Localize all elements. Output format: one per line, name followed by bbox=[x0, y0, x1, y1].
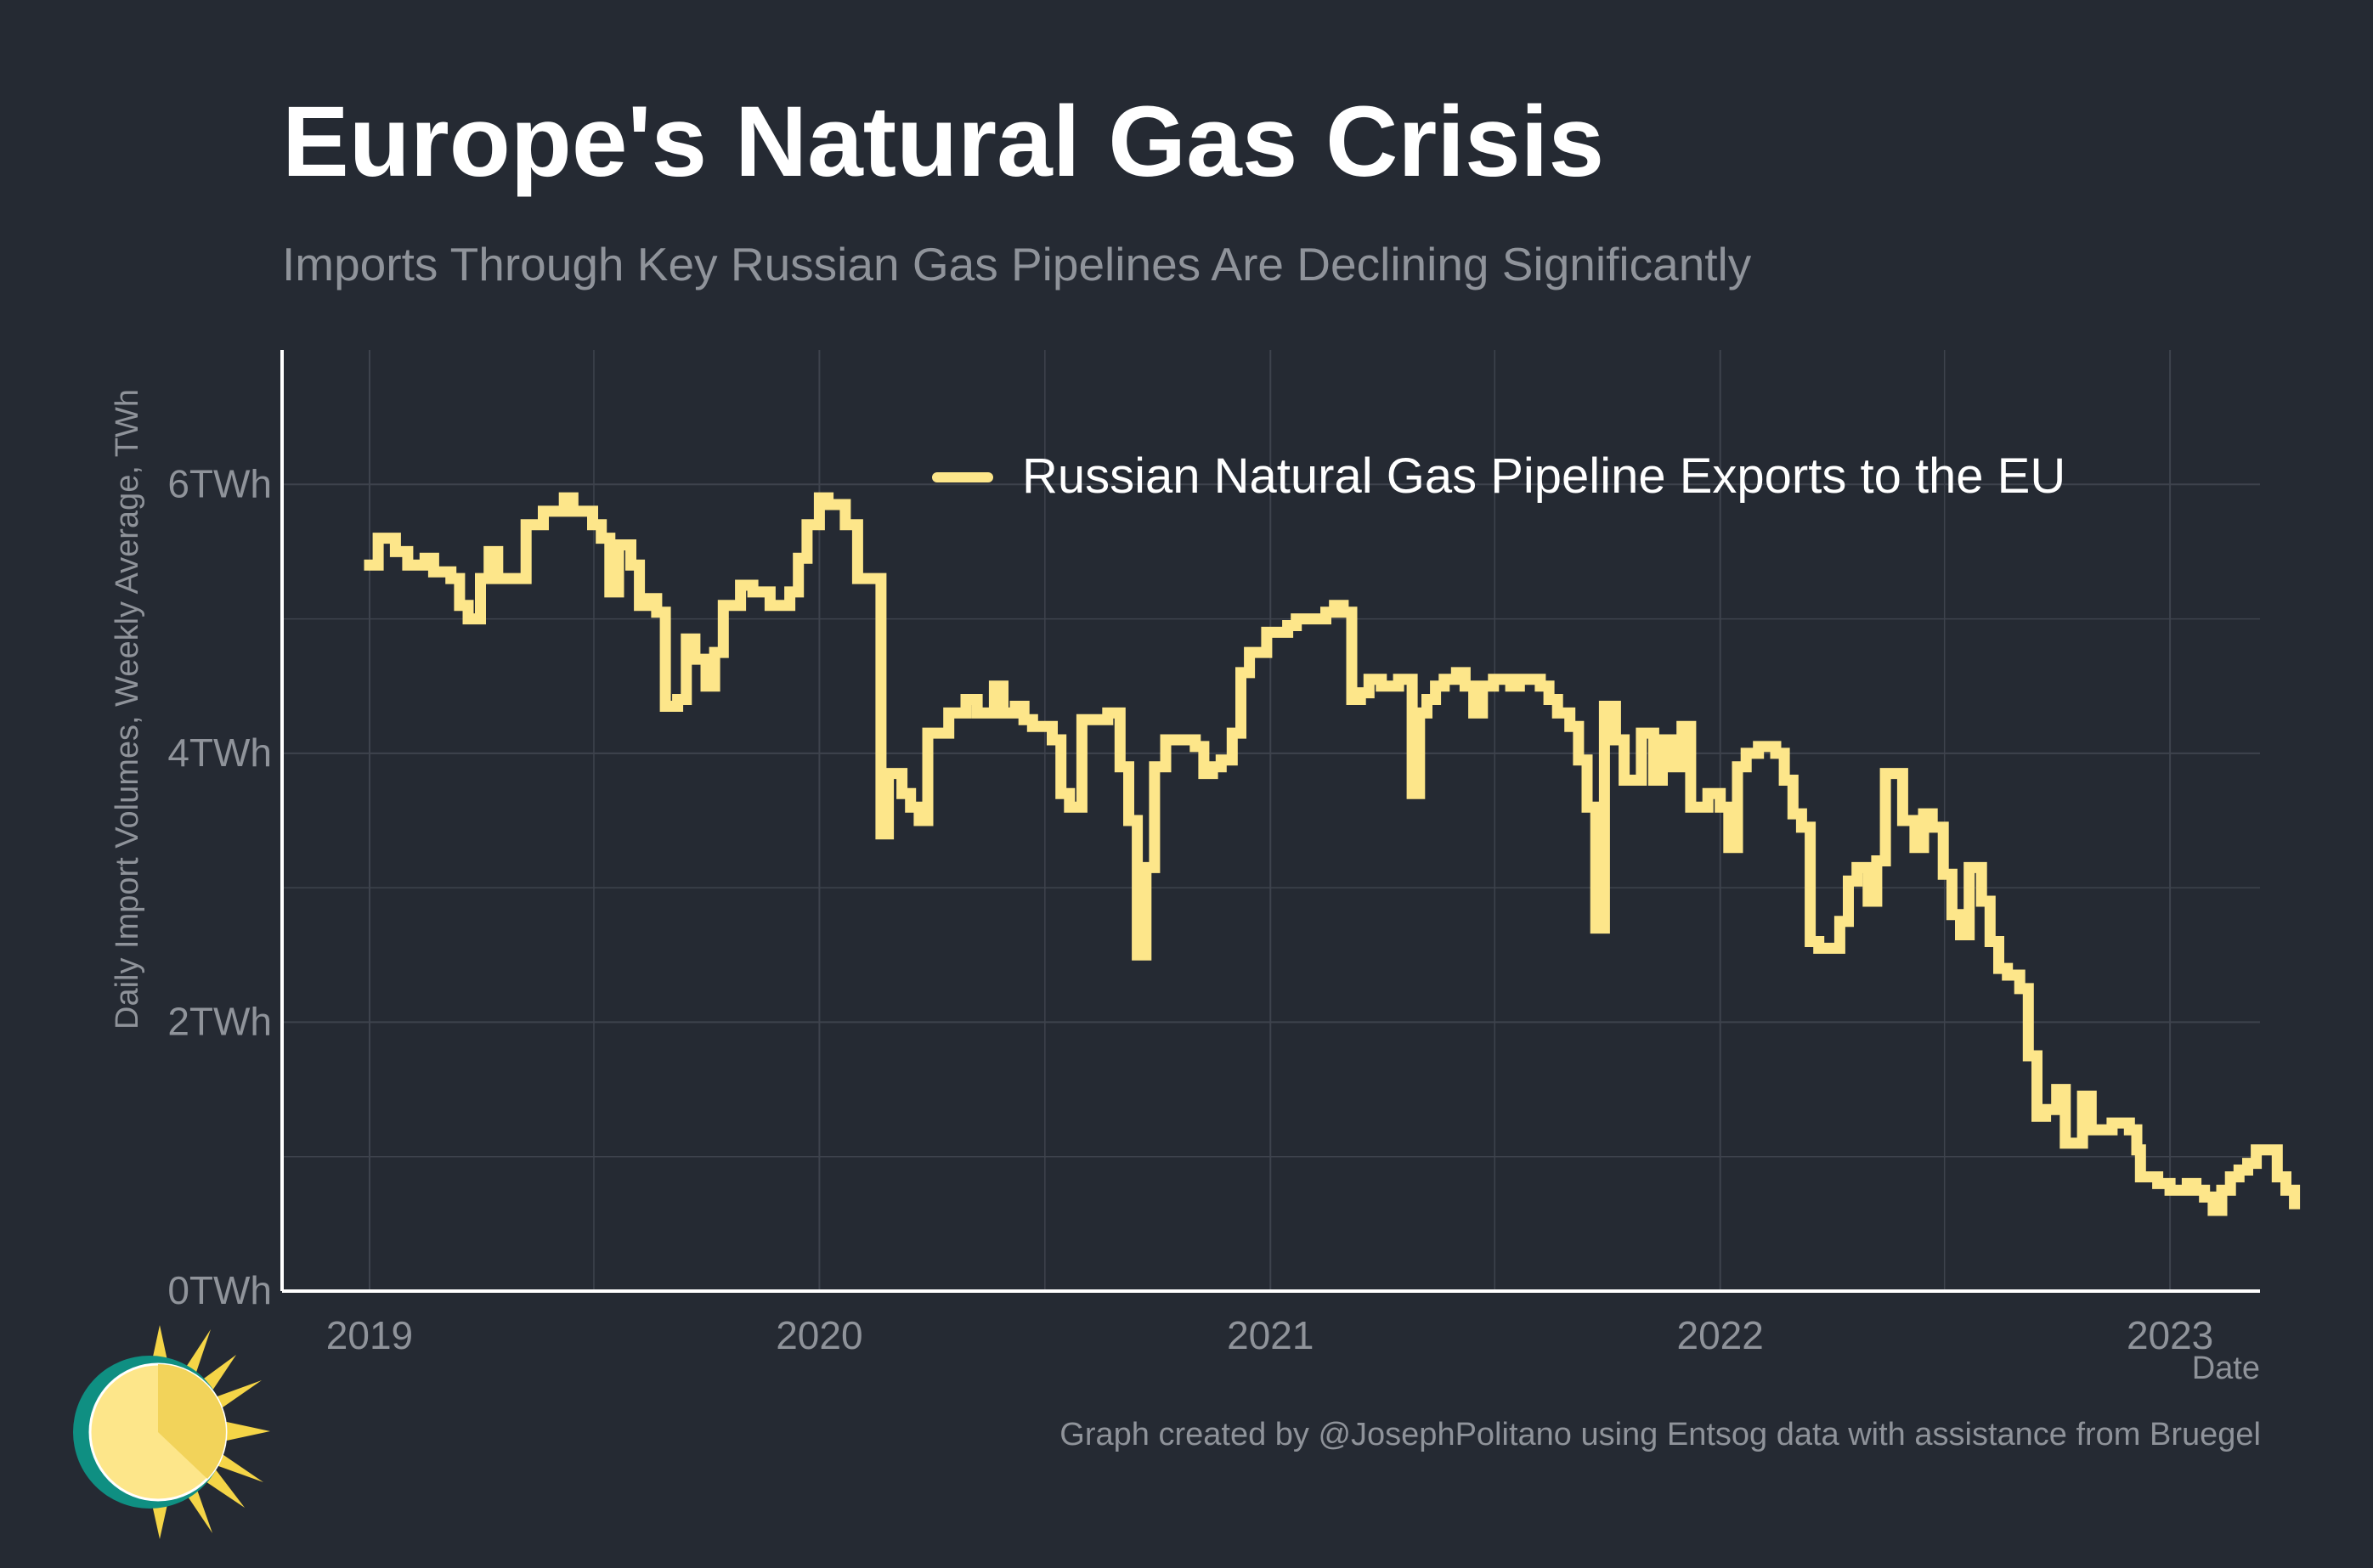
source-caption: Graph created by @JosephPolitano using E… bbox=[1059, 1417, 2261, 1452]
chart-subtitle: Imports Through Key Russian Gas Pipeline… bbox=[282, 238, 1752, 290]
y-tick-label: 6TWh bbox=[167, 461, 272, 505]
x-axis-label: Date bbox=[2192, 1351, 2260, 1386]
chart-title: Europe's Natural Gas Crisis bbox=[282, 86, 1605, 198]
sun-logo-icon bbox=[73, 1325, 270, 1539]
y-axis-label: Daily Import Volumes, Weekly Average, TW… bbox=[110, 389, 145, 1029]
y-tick-label: 0TWh bbox=[167, 1268, 272, 1312]
series-line bbox=[364, 492, 2301, 1216]
legend: Russian Natural Gas Pipeline Exports to … bbox=[932, 448, 2065, 504]
x-tick-label: 2021 bbox=[1227, 1313, 1314, 1357]
x-tick-label: 2020 bbox=[776, 1313, 862, 1357]
y-tick-label: 4TWh bbox=[167, 730, 272, 775]
x-tick-label: 2019 bbox=[326, 1313, 413, 1357]
y-axis-ticks: 0TWh 2TWh 4TWh 6TWh bbox=[167, 461, 272, 1312]
chart-grid bbox=[282, 350, 2260, 1291]
x-axis-ticks: 2019 2020 2021 2022 2023 bbox=[326, 1313, 2213, 1357]
series-layer bbox=[364, 492, 2301, 1216]
x-tick-label: 2022 bbox=[1677, 1313, 1764, 1357]
legend-label: Russian Natural Gas Pipeline Exports to … bbox=[1022, 448, 2065, 504]
y-tick-label: 2TWh bbox=[167, 999, 272, 1043]
x-tick-label: 2023 bbox=[2127, 1313, 2213, 1357]
